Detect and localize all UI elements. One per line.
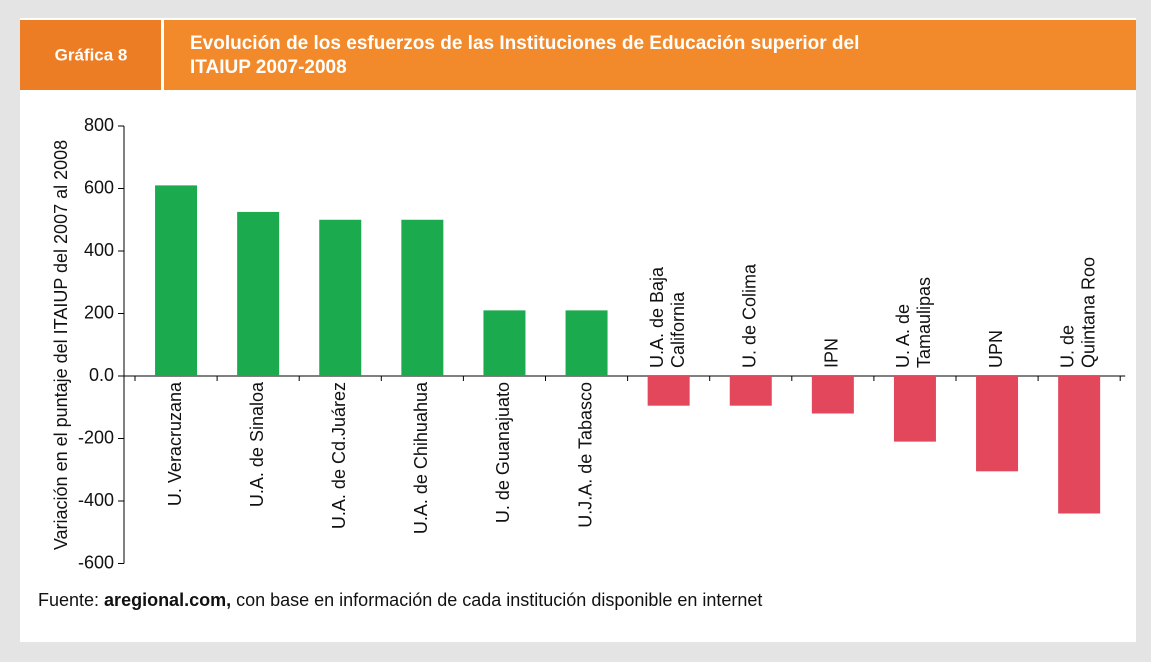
x-tick-label: UPN — [986, 330, 1006, 368]
source: Fuente: aregional.com, con base en infor… — [38, 590, 762, 610]
bar — [811, 376, 854, 414]
bar — [319, 219, 362, 376]
y-tick-label: 0.0 — [89, 365, 114, 385]
x-tick-label: U.A. de Sinaloa — [247, 381, 267, 507]
x-tick-label: California — [668, 291, 688, 368]
figure-label: Gráfica 8 — [55, 45, 128, 64]
y-tick-label: 800 — [84, 115, 114, 135]
header-label-box — [20, 20, 162, 90]
x-tick-label: U.A. de Baja — [647, 266, 667, 368]
x-tick-label: U. Veracruzana — [165, 381, 185, 506]
y-tick-label: -200 — [78, 427, 114, 447]
bar — [483, 310, 526, 376]
x-tick-label: U.A. de Chihuahua — [411, 381, 431, 534]
y-tick-label: -600 — [78, 552, 114, 572]
x-tick-label: U. de Colima — [740, 263, 760, 368]
y-axis-label: Variación en el puntaje del ITAIUP del 2… — [51, 140, 71, 550]
chart-title: Evolución de los esfuerzos de las Instit… — [190, 33, 859, 54]
y-tick-label: -400 — [78, 490, 114, 510]
x-tick-label: U. A. de — [893, 304, 913, 368]
bar — [1058, 376, 1101, 514]
source-rest: con base en información de cada instituc… — [231, 590, 762, 610]
header-divider — [161, 20, 164, 90]
bar — [237, 211, 280, 376]
bar — [729, 376, 772, 406]
x-tick-label: U.J.A. de Tabasco — [575, 382, 595, 528]
x-tick-label: IPN — [822, 338, 842, 368]
source-prefix: Fuente: — [38, 590, 104, 610]
bar — [893, 376, 936, 442]
y-tick-label: 200 — [84, 302, 114, 322]
bar — [401, 219, 444, 376]
bar — [565, 310, 608, 376]
y-tick-label: 600 — [84, 177, 114, 197]
x-tick-label: Quintana Roo — [1078, 257, 1098, 368]
x-tick-label: U.A. de Cd.Juárez — [329, 382, 349, 529]
chart-title: ITAIUP 2007-2008 — [190, 57, 347, 78]
bar — [155, 185, 198, 376]
x-tick-label: U. de — [1057, 325, 1077, 368]
bar — [647, 376, 690, 406]
y-tick-label: 400 — [84, 240, 114, 260]
source-bold: aregional.com, — [104, 590, 231, 610]
bar — [976, 376, 1019, 472]
x-tick-label: Tamaulipas — [914, 277, 934, 368]
header-bar — [20, 20, 1136, 90]
x-tick-label: U. de Guanajuato — [493, 382, 513, 523]
